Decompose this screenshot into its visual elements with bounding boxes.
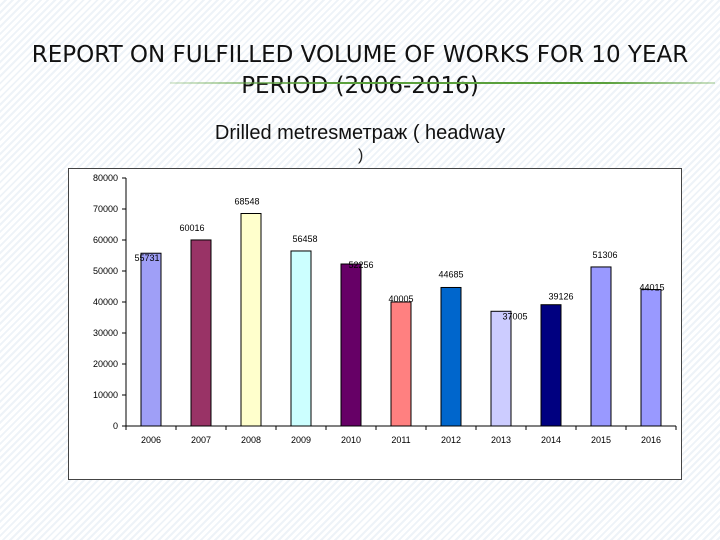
y-tick-label: 40000 xyxy=(93,297,118,307)
x-tick-label: 2011 xyxy=(391,435,410,445)
bar-2006 xyxy=(140,252,162,427)
chart-subtitle-tail: ) xyxy=(358,147,364,164)
bar-2011 xyxy=(390,301,412,427)
chart-subtitle: Drilled metresметраж ( headway xyxy=(214,122,506,144)
x-tick-label: 2008 xyxy=(241,435,261,445)
y-tick-label: 10000 xyxy=(93,390,118,400)
bar-2009 xyxy=(290,250,312,427)
x-tick-label: 2016 xyxy=(641,435,661,445)
data-label-2007: 60016 xyxy=(179,223,204,233)
x-tick-label: 2006 xyxy=(141,435,161,445)
y-tick-label: 0 xyxy=(113,421,118,431)
x-tick-label: 2014 xyxy=(541,435,561,445)
bar-2007 xyxy=(190,239,212,427)
bar-2015 xyxy=(590,266,612,427)
data-label-2010: 52256 xyxy=(348,260,373,270)
y-tick-label: 30000 xyxy=(93,328,118,338)
chart-area xyxy=(68,168,682,480)
bar-2008 xyxy=(240,213,262,427)
title-underline-rule xyxy=(170,82,715,84)
x-tick-label: 2007 xyxy=(191,435,211,445)
y-tick-label: 70000 xyxy=(93,204,118,214)
bar-2010 xyxy=(340,263,362,427)
data-label-2008: 68548 xyxy=(234,197,259,207)
x-tick-label: 2015 xyxy=(591,435,611,445)
data-label-2012: 44685 xyxy=(438,269,463,279)
slide-title: REPORT ON FULFILLED VOLUME OF WORKS FOR … xyxy=(31,42,689,99)
bar-2013 xyxy=(490,310,512,427)
data-label-2011: 40005 xyxy=(388,294,413,304)
data-label-2006: 55731 xyxy=(134,253,159,263)
data-label-2013: 37005 xyxy=(502,311,527,321)
y-tick-label: 80000 xyxy=(93,173,118,183)
x-tick-label: 2013 xyxy=(491,435,511,445)
data-label-2015: 51306 xyxy=(592,250,617,260)
y-tick-label: 50000 xyxy=(93,266,118,276)
data-label-2016: 44015 xyxy=(639,283,664,293)
bar-2012 xyxy=(440,286,462,427)
y-tick-label: 60000 xyxy=(93,235,118,245)
x-tick-label: 2009 xyxy=(291,435,311,445)
data-label-2009: 56458 xyxy=(292,234,317,244)
bar-2014 xyxy=(540,304,562,427)
x-tick-label: 2010 xyxy=(341,435,361,445)
data-label-2014: 39126 xyxy=(548,292,573,302)
y-tick-label: 20000 xyxy=(93,359,118,369)
x-tick-label: 2012 xyxy=(441,435,461,445)
bar-2016 xyxy=(640,289,662,427)
